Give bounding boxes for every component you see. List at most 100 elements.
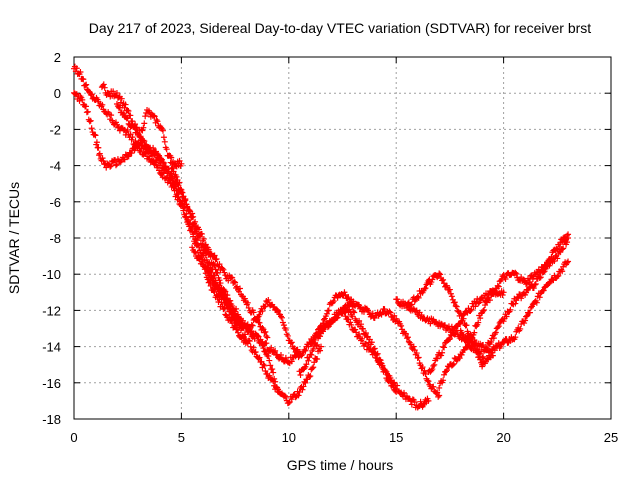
data-point — [142, 149, 149, 156]
y-tick-label: -6 — [49, 195, 61, 210]
data-point — [356, 317, 363, 324]
data-point — [125, 153, 132, 160]
data-point — [288, 358, 295, 365]
data-point — [453, 303, 460, 310]
data-point — [122, 101, 129, 108]
data-point — [425, 277, 432, 284]
data-point — [168, 154, 175, 161]
data-point — [250, 309, 257, 316]
data-point — [565, 231, 572, 238]
data-point — [175, 182, 182, 189]
data-point — [306, 373, 313, 380]
data-point — [256, 311, 263, 318]
data-point — [491, 347, 498, 354]
data-point — [499, 291, 506, 298]
data-point — [284, 332, 291, 339]
data-point — [392, 387, 399, 394]
data-point — [418, 311, 425, 318]
y-tick-label: -2 — [49, 122, 61, 137]
data-point — [404, 334, 411, 341]
data-point — [262, 328, 269, 335]
data-point — [494, 324, 501, 331]
data-point — [311, 336, 318, 343]
x-tick-label: 5 — [178, 430, 185, 445]
data-point — [460, 311, 467, 318]
data-point — [248, 321, 255, 328]
series-sat-j — [339, 306, 400, 395]
data-point — [141, 120, 148, 127]
data-point — [253, 315, 260, 322]
data-point — [244, 299, 251, 306]
data-point — [434, 274, 441, 281]
data-point — [287, 340, 294, 347]
data-point — [76, 97, 83, 104]
data-point — [96, 150, 103, 157]
data-point — [133, 126, 140, 133]
data-point — [260, 345, 267, 352]
data-point — [274, 306, 281, 313]
x-tick-label: 0 — [70, 430, 77, 445]
x-tick-label: 15 — [389, 430, 403, 445]
data-point — [313, 342, 320, 349]
data-point — [99, 101, 106, 108]
data-point — [419, 364, 426, 371]
data-point — [331, 316, 338, 323]
data-point — [159, 127, 166, 134]
data-point — [186, 207, 193, 214]
series-sat-o — [457, 231, 572, 361]
data-point — [452, 302, 459, 309]
data-point — [554, 255, 561, 262]
data-point — [523, 313, 530, 320]
data-point — [491, 289, 498, 296]
data-point — [140, 137, 147, 144]
data-point — [401, 389, 408, 396]
data-point — [227, 297, 234, 304]
data-point — [277, 313, 284, 320]
data-point — [434, 355, 441, 362]
data-point — [475, 319, 482, 326]
data-point — [192, 225, 199, 232]
data-point — [362, 329, 369, 336]
data-point — [503, 313, 510, 320]
y-tick-label: 0 — [54, 86, 61, 101]
data-point — [408, 301, 415, 308]
data-point — [259, 342, 266, 349]
data-point — [348, 296, 355, 303]
data-point — [278, 314, 285, 321]
data-point — [439, 349, 446, 356]
data-point — [547, 257, 554, 264]
data-point — [222, 311, 229, 318]
data-point — [310, 346, 317, 353]
data-point — [82, 82, 89, 89]
data-point — [559, 239, 566, 246]
data-point — [83, 81, 90, 88]
data-point — [139, 127, 146, 134]
data-point — [471, 329, 478, 336]
x-axis-label: GPS time / hours — [287, 457, 394, 473]
data-point — [209, 266, 216, 273]
data-point — [124, 127, 131, 134]
data-point — [192, 248, 199, 255]
data-point — [150, 144, 157, 151]
data-point — [113, 90, 120, 97]
data-point — [182, 213, 189, 220]
data-point — [241, 295, 248, 302]
data-point — [560, 245, 567, 252]
data-point — [247, 343, 254, 350]
data-point — [422, 285, 429, 292]
data-point — [526, 309, 533, 316]
data-point — [272, 347, 279, 354]
data-point — [502, 276, 509, 283]
data-point — [327, 320, 334, 327]
data-point — [236, 285, 243, 292]
data-point — [463, 308, 470, 315]
data-point — [77, 69, 84, 76]
data-point — [518, 295, 525, 302]
data-point — [221, 269, 228, 276]
data-point — [268, 344, 275, 351]
data-point — [314, 356, 321, 363]
data-point — [480, 353, 487, 360]
data-point — [196, 233, 203, 240]
data-point — [262, 303, 269, 310]
data-point — [233, 320, 240, 327]
